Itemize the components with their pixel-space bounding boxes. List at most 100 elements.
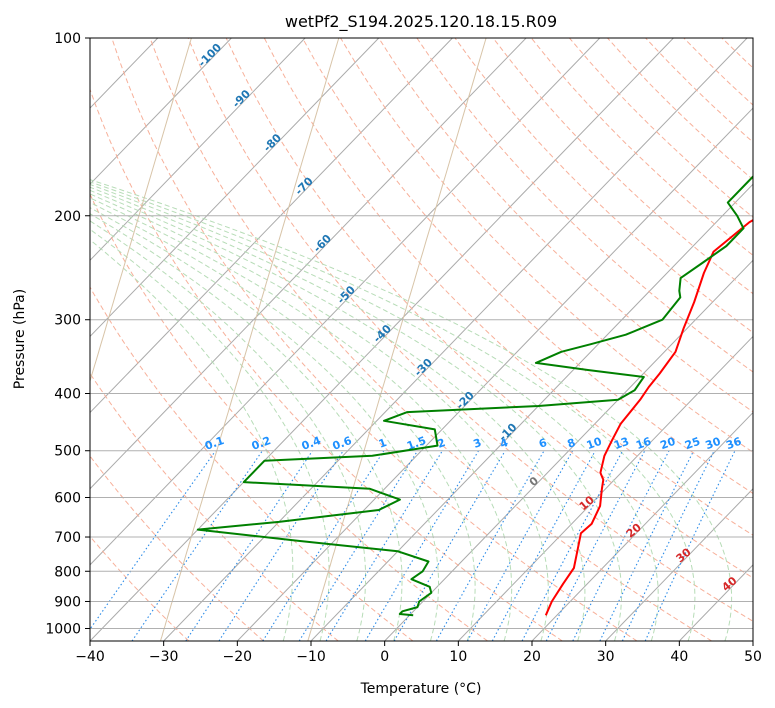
x-tick-label: 40 [670, 649, 688, 665]
mixing-ratio-label: 25 [683, 435, 702, 452]
dry-adiabat [645, 38, 753, 143]
dry-adiabat [90, 455, 264, 641]
dry-adiabat [90, 88, 563, 641]
isotherm-line [0, 38, 10, 641]
moist-adiabat [90, 181, 696, 641]
x-tick-label: −10 [296, 649, 326, 665]
dry-adiabat [111, 38, 638, 641]
mixing-ratio-label: 13 [612, 435, 631, 452]
dry-adiabat-label: -60 [311, 232, 334, 255]
mixing-ratio-line [545, 450, 646, 641]
mixing-ratio-label: 4 [498, 436, 510, 451]
mixing-ratio-label: 20 [658, 435, 677, 453]
moist-adiabat [90, 213, 403, 641]
dry-adiabat [454, 38, 753, 334]
moist-adiabat [90, 193, 549, 641]
dry-adiabat-label: -50 [335, 283, 358, 306]
y-axis-label: Pressure (hPa) [12, 289, 28, 389]
moist-adiabat [90, 201, 476, 641]
mixing-ratio-label: 2 [435, 436, 447, 451]
mixing-ratio-line [325, 450, 443, 641]
mixing-ratio-label: 16 [634, 435, 653, 453]
x-axis-label: Temperature (°C) [360, 681, 482, 697]
mixing-ratio-line [218, 450, 344, 641]
isotherm-line [90, 38, 453, 414]
dry-adiabat [721, 38, 753, 69]
y-tick-label: 200 [54, 209, 81, 225]
mixing-ratio-label: 0.6 [331, 434, 354, 453]
series-group [196, 175, 753, 617]
mixing-ratio-line [262, 450, 385, 641]
isotherm-line [384, 259, 753, 641]
isotherm-label: 10 [577, 493, 597, 513]
dry-adiabat-label: -100 [196, 41, 225, 70]
mixing-ratio-label: 0.1 [203, 434, 226, 453]
isotherm-line [90, 38, 232, 185]
mixing-ratio-line [131, 450, 263, 641]
mixing-ratio-line [491, 450, 596, 641]
moist-adiabat [90, 220, 367, 641]
isotherm-line [605, 488, 753, 641]
isotherm-line [90, 38, 306, 262]
dry-adiabat-label: -80 [261, 131, 284, 154]
mixing-ratio-label: 30 [704, 435, 723, 453]
y-axis: 1000 900 800 700 600 500 400 300 200 100 [45, 31, 90, 637]
mixing-ratio-line [393, 450, 506, 641]
isotherm-line [90, 38, 527, 490]
isotherm-line [163, 38, 748, 641]
mixing-ratio-line [90, 450, 217, 631]
dry-adiabat [569, 38, 753, 218]
x-tick-label: 0 [380, 649, 389, 665]
x-tick-label: −30 [149, 649, 179, 665]
isotherm-line [752, 640, 753, 641]
mixing-ratio-label: 3 [472, 436, 484, 451]
moist-adiabat [90, 228, 330, 641]
isotherm-line [90, 38, 601, 566]
dry-adiabat [225, 38, 753, 579]
x-tick-label: 20 [523, 649, 541, 665]
moist-adiabat [90, 239, 294, 641]
y-tick-label: 600 [54, 490, 81, 506]
dewpoint-series-line [196, 175, 753, 617]
dry-adiabat-label: -70 [292, 174, 315, 197]
mixing-ratio-label: 0.2 [250, 434, 273, 453]
reference-curve [90, 38, 192, 383]
mixing-ratio-line [298, 450, 419, 641]
dry-adiabat [760, 38, 775, 641]
mixing-ratio-label: 8 [566, 436, 578, 451]
moist-adiabat [90, 207, 439, 641]
moist-adiabat [90, 197, 513, 641]
grid [90, 37, 753, 629]
y-tick-label: 100 [54, 31, 81, 47]
isotherm-line [90, 38, 674, 641]
dry-adiabat [90, 193, 488, 641]
y-tick-label: 700 [54, 530, 81, 546]
y-tick-label: 300 [54, 313, 81, 329]
reference-curve [160, 38, 340, 641]
line-labels: 010203040-100-90-80-70-60-50-40-30-20-10… [196, 41, 744, 594]
x-tick-label: 30 [597, 649, 615, 665]
mixing-ratio-label: 6 [537, 436, 549, 451]
dry-adiabat [340, 38, 753, 453]
mixing-ratio-line [467, 450, 574, 641]
x-tick-label: 50 [744, 649, 762, 665]
dry-adiabat-label: -90 [230, 87, 253, 110]
x-axis: −40 −30 −20 −10 0 10 20 30 40 50 [75, 641, 762, 665]
dry-adiabat [263, 38, 753, 536]
y-tick-label: 500 [54, 444, 81, 460]
dry-adiabat [187, 38, 753, 622]
mixing-ratio-label: 0.4 [300, 434, 323, 453]
temperature-series-line [544, 219, 753, 616]
moist-adiabat [90, 189, 586, 641]
mixing-ratio-line [185, 450, 313, 641]
dry-adiabat [683, 38, 753, 106]
isotherm-label: 30 [674, 545, 694, 565]
isotherm-label: 40 [719, 574, 739, 594]
moist-adiabat [90, 186, 623, 641]
x-tick-label: 10 [449, 649, 467, 665]
mixing-ratio-line [572, 450, 670, 641]
x-tick-label: −20 [223, 649, 253, 665]
x-tick-label: −40 [75, 649, 105, 665]
dry-adiabat [90, 535, 190, 641]
